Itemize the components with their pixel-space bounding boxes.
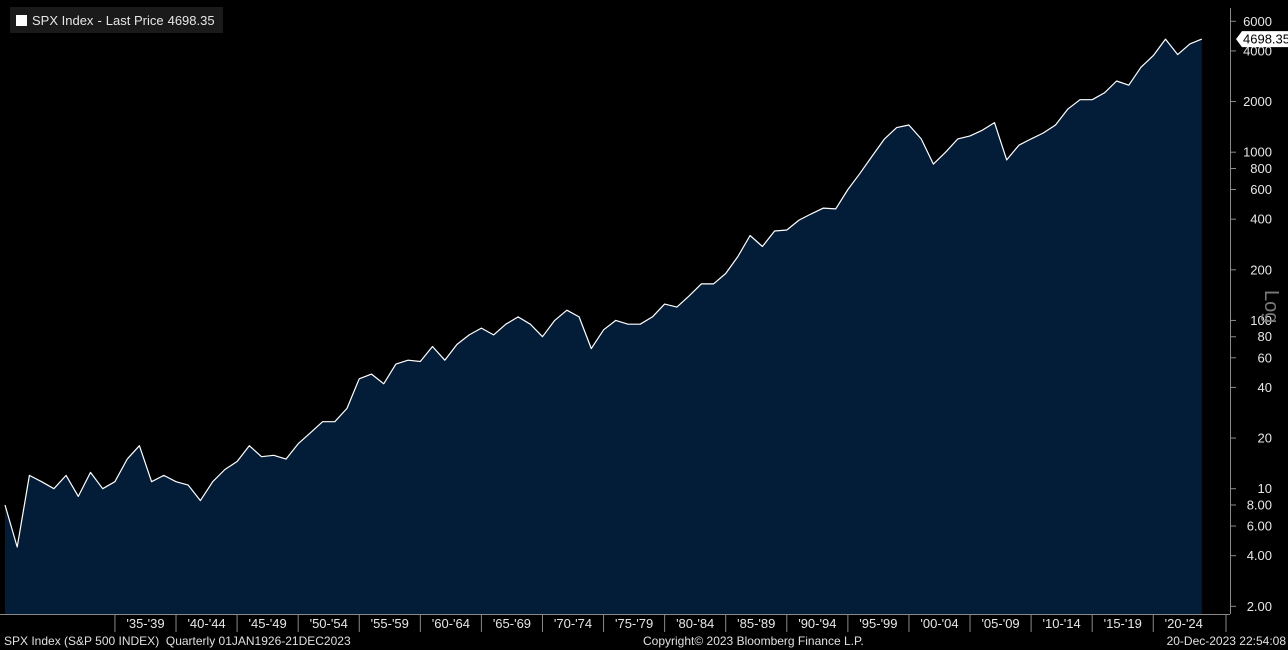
x-tick-label: '10-'14 — [1043, 616, 1081, 631]
x-tick-label: '40-'44 — [187, 616, 225, 631]
scale-label: Log — [1260, 290, 1282, 323]
y-tick-label: 4000 — [1243, 43, 1272, 58]
y-tick-label: 400 — [1250, 212, 1272, 227]
y-tick-label: 8.00 — [1247, 498, 1272, 513]
footer-copyright: Copyright© 2023 Bloomberg Finance L.P. — [643, 634, 864, 648]
series-line — [4, 38, 1203, 548]
x-tick-label: '95-'99 — [859, 616, 897, 631]
legend-field: Last Price — [105, 12, 164, 28]
x-tick-label: '05-'09 — [981, 616, 1019, 631]
y-tick-label: 1000 — [1243, 145, 1272, 160]
x-axis: '35-'39 '40-'44 '45-'49 '50-'54 '55-'59 '60-'… — [0, 614, 1230, 632]
footer: SPX Index (S&P 500 INDEX) Quarterly 01JA… — [0, 633, 1288, 650]
x-tick-label: '80-'84 — [676, 616, 714, 631]
last-price-tag: 4698.35 — [1236, 31, 1288, 48]
y-tick-label: 60 — [1258, 350, 1272, 365]
last-price-tag-label: 4698.35 — [1243, 32, 1288, 47]
y-tick-label: 2.00 — [1247, 599, 1272, 614]
y-tick-label: 2000 — [1243, 94, 1272, 109]
last-price-tag-shape — [1236, 31, 1288, 48]
legend-swatch-icon — [16, 14, 27, 26]
y-tick-label: 200 — [1250, 262, 1272, 277]
x-tick-label: '65-'69 — [493, 616, 531, 631]
y-tick-label: 4.00 — [1247, 548, 1272, 563]
x-tick-label: '20-'24 — [1165, 616, 1203, 631]
footer-timestamp: 20-Dec-2023 22:54:08 — [1166, 634, 1286, 648]
x-tick-label: '85-'89 — [737, 616, 775, 631]
y-tick-label: 600 — [1250, 182, 1272, 197]
y-tick-label: 6.00 — [1247, 519, 1272, 534]
x-tick-label: '45-'49 — [249, 616, 287, 631]
y-tick-label: 10 — [1258, 481, 1272, 496]
y-tick-label: 80 — [1258, 329, 1272, 344]
legend-value: 4698.35 — [167, 12, 215, 28]
x-tick-label: '35-'39 — [126, 616, 164, 631]
y-tick-label: 100 — [1250, 313, 1272, 328]
y-tick-label: 800 — [1250, 161, 1272, 176]
area-layer — [4, 38, 1203, 615]
legend-separator: - — [97, 12, 102, 28]
x-tick-label: '70-'74 — [554, 616, 592, 631]
series-area — [5, 39, 1202, 615]
y-tick-label: 6000 — [1243, 14, 1272, 29]
legend-ticker: SPX Index — [32, 12, 94, 28]
x-tick-label: '75-'79 — [615, 616, 653, 631]
x-tick-label: '00-'04 — [920, 616, 958, 631]
x-tick-label: '60-'64 — [432, 616, 470, 631]
x-tick-label: '55-'59 — [371, 616, 409, 631]
x-tick-label: '90-'94 — [798, 616, 836, 631]
x-tick-label: '50-'54 — [310, 616, 348, 631]
legend: SPX Index - Last Price 4698.35 — [10, 7, 223, 33]
x-tick-label: '15-'19 — [1104, 616, 1142, 631]
footer-security-info: SPX Index (S&P 500 INDEX) Quarterly 01JA… — [4, 634, 351, 648]
y-tick-label: 20 — [1258, 431, 1272, 446]
y-tick-label: 40 — [1258, 380, 1272, 395]
